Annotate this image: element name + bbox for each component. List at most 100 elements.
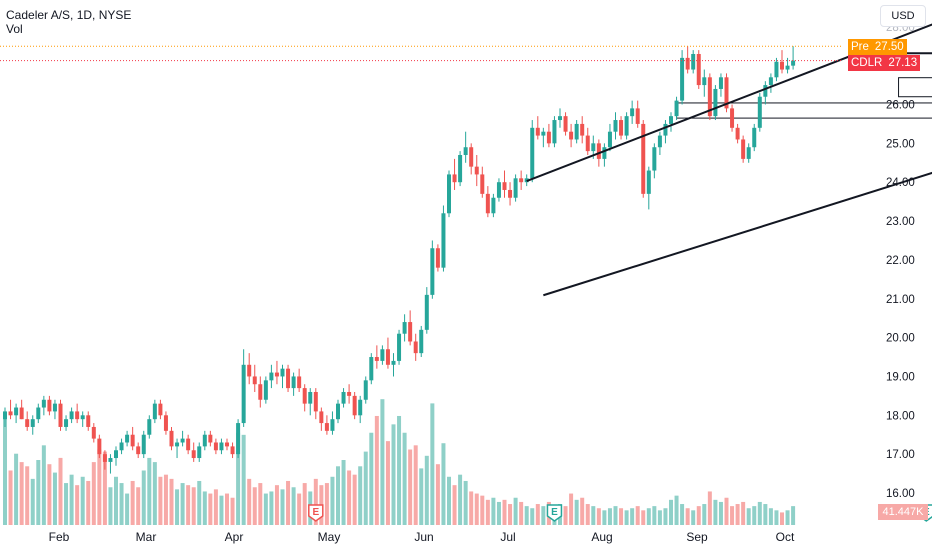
candle-body <box>619 120 624 136</box>
candle-body <box>291 376 296 389</box>
candle-body <box>768 77 773 86</box>
x-axis: Feb Mar Apr May Jun Jul Aug Sep Oct <box>49 530 795 544</box>
volume-bar <box>163 474 168 525</box>
volume-bar <box>374 415 379 525</box>
candle <box>369 353 374 385</box>
candle <box>491 193 496 218</box>
candle-body <box>374 357 379 361</box>
volume-bar <box>3 415 7 525</box>
candle-body <box>308 391 313 404</box>
candle <box>502 170 507 198</box>
volume-bar <box>768 508 773 525</box>
volume-bar <box>458 474 463 525</box>
candle <box>58 399 63 431</box>
volume-bar <box>358 466 363 525</box>
volume-bar <box>585 504 590 525</box>
price-line-layer <box>0 45 843 62</box>
candle-body <box>147 419 152 435</box>
y-tick-label: 26.00 <box>886 100 915 112</box>
volume-bar <box>524 506 529 525</box>
candle <box>208 430 213 447</box>
candle <box>635 100 640 128</box>
candle-body <box>330 419 335 431</box>
candle-body <box>286 368 291 389</box>
candle-body <box>735 127 740 140</box>
volume-bar <box>685 508 690 525</box>
candle <box>435 244 440 272</box>
candle <box>724 73 729 113</box>
volume-bar <box>757 501 762 525</box>
candle-body <box>508 189 513 198</box>
volume-bar <box>652 506 657 525</box>
volume-bar <box>25 466 30 525</box>
candle-body <box>225 442 229 447</box>
candle-body <box>596 143 601 159</box>
candle <box>75 403 80 424</box>
volume-bar <box>108 487 113 525</box>
volume-bar <box>596 508 601 525</box>
candle <box>674 96 679 121</box>
x-tick-label: Jun <box>414 530 433 544</box>
volume-bar <box>141 470 146 525</box>
candle <box>319 407 324 431</box>
currency-button[interactable]: USD <box>880 5 926 27</box>
candle-body <box>202 434 207 447</box>
candle <box>374 345 379 369</box>
volume-bar <box>363 451 368 525</box>
earnings-letter: E <box>551 507 558 518</box>
volume-bar <box>297 493 302 525</box>
volume-bar <box>791 506 796 525</box>
candle-body <box>397 333 402 361</box>
candle <box>130 426 135 451</box>
candle-body <box>108 458 113 462</box>
volume-legend-label[interactable]: Vol <box>6 22 23 36</box>
candle <box>397 329 402 365</box>
y-tick-label: 19.00 <box>886 371 915 383</box>
candle <box>274 360 279 385</box>
volume-bar <box>397 415 402 525</box>
volume-bar <box>191 487 196 525</box>
volume-bar <box>341 460 346 525</box>
symbol-title[interactable]: Cadeler A/S, 1D, NYSE <box>6 8 132 22</box>
volume-bar <box>75 485 80 525</box>
candle <box>552 116 557 148</box>
candle <box>152 399 157 424</box>
volume-bar <box>763 504 768 525</box>
volume-bar <box>574 499 579 525</box>
candle-body <box>419 329 424 354</box>
candle-body <box>613 120 618 132</box>
y-tick-label: 23.00 <box>886 216 915 228</box>
y-tick-label: 21.00 <box>886 294 915 306</box>
y-tick-label: 24.00 <box>886 177 915 189</box>
volume-layer <box>3 399 796 525</box>
volume-bar <box>741 501 746 525</box>
y-tick-label: 18.00 <box>886 410 915 422</box>
volume-bar <box>591 506 596 525</box>
candle-body <box>624 116 629 136</box>
volume-value-tag: 41.447K <box>878 504 928 520</box>
candle-body <box>752 127 757 148</box>
volume-bar <box>286 480 291 525</box>
candle-body <box>8 411 13 416</box>
candle-body <box>169 430 174 447</box>
candle <box>485 186 490 218</box>
candle <box>419 325 424 358</box>
candle <box>563 112 568 136</box>
volume-bar <box>180 483 185 525</box>
candle <box>685 46 690 74</box>
volume-bar <box>674 495 679 525</box>
candle-body <box>302 388 307 404</box>
candle <box>569 123 574 148</box>
candle-body <box>252 376 257 385</box>
volume-bar <box>14 453 19 525</box>
candle <box>413 333 418 361</box>
x-tick-label: Feb <box>49 530 70 544</box>
volume-bar <box>369 432 374 525</box>
volume-bar <box>91 462 96 525</box>
candle <box>163 411 168 435</box>
candle-body <box>646 170 651 194</box>
volume-bar <box>641 510 646 525</box>
candle-body <box>580 123 585 136</box>
